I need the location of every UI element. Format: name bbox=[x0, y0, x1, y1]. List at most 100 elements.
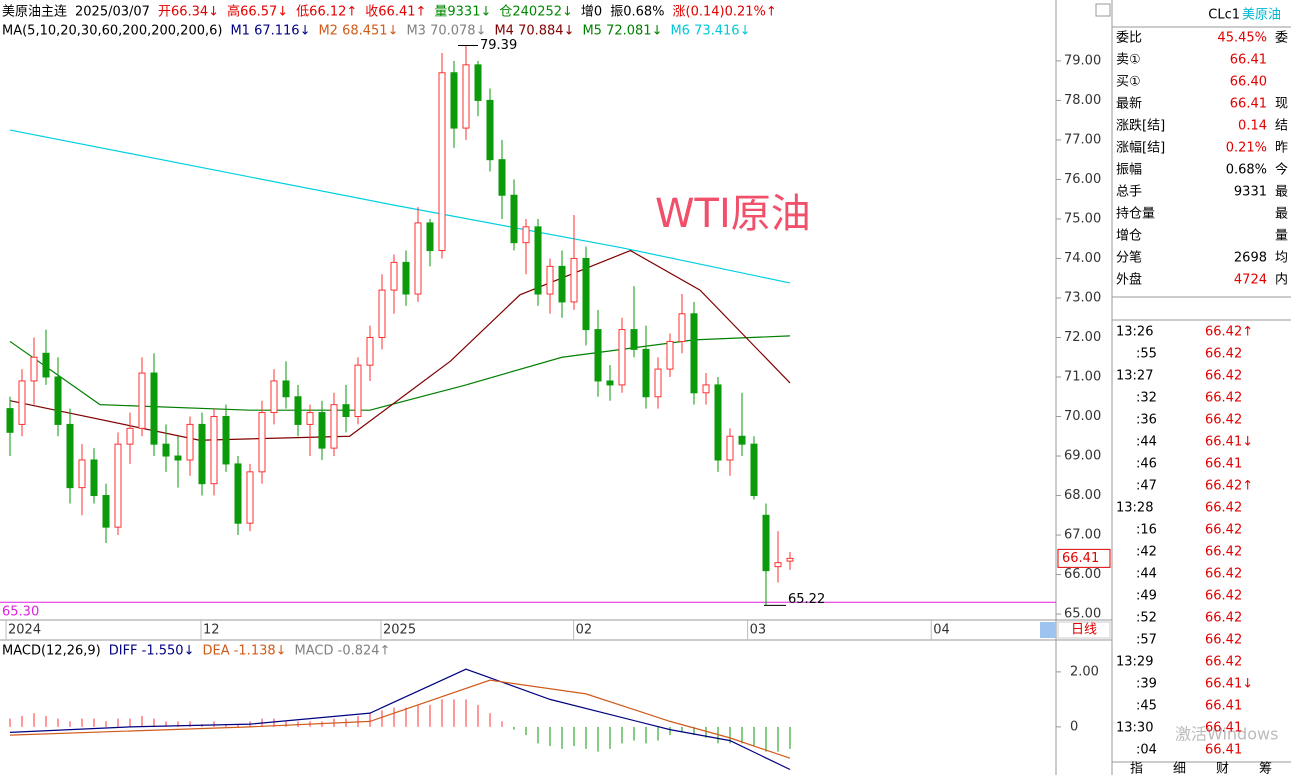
tick-time: :49 bbox=[1136, 589, 1157, 604]
tick-time: 13:29 bbox=[1116, 655, 1153, 670]
tick-price: 66.42 bbox=[1205, 655, 1242, 670]
y-tick-label: 0 bbox=[1070, 719, 1078, 734]
y-tick-label: 75.00 bbox=[1064, 211, 1101, 226]
candle-body bbox=[630, 329, 638, 350]
candle-body bbox=[378, 289, 386, 338]
candle-body bbox=[438, 72, 446, 252]
y-tick-label: 76.00 bbox=[1064, 172, 1101, 187]
panel-tab[interactable]: 筹 bbox=[1259, 761, 1272, 775]
symbol-name: 美原油 bbox=[1242, 8, 1281, 23]
candle-body bbox=[534, 226, 542, 295]
tick-price: 66.42 bbox=[1205, 413, 1242, 428]
candle-body bbox=[294, 396, 302, 425]
scroll-button[interactable] bbox=[1040, 622, 1056, 638]
quote-side: 最 bbox=[1275, 207, 1288, 222]
tick-price: 66.42 bbox=[1205, 589, 1242, 604]
legend-text: 低66.12↑ bbox=[296, 5, 357, 20]
quote-value: 0.14 bbox=[1238, 119, 1267, 134]
tick-time: :44 bbox=[1136, 567, 1157, 582]
tick-time: :04 bbox=[1136, 743, 1157, 758]
period-button[interactable] bbox=[1057, 621, 1111, 639]
quote-value: 4724 bbox=[1234, 273, 1267, 288]
legend-text: M6 73.416↓ bbox=[670, 24, 750, 39]
legend-text: 开66.34↓ bbox=[158, 5, 219, 20]
quote-label: 委比 bbox=[1116, 31, 1142, 46]
candle-body bbox=[222, 416, 230, 465]
panel-tab[interactable]: 财 bbox=[1216, 762, 1229, 775]
legend-text: M4 70.884↓ bbox=[494, 24, 574, 39]
tick-time: 13:27 bbox=[1116, 369, 1153, 384]
period-label[interactable]: 日线 bbox=[1071, 623, 1097, 638]
tick-price: 66.42 bbox=[1205, 391, 1242, 406]
quote-value: 0.21% bbox=[1226, 141, 1267, 156]
legend-text: M1 67.116↓ bbox=[230, 24, 310, 39]
panel-tab[interactable]: 指 bbox=[1130, 762, 1143, 775]
quote-label: 持仓量 bbox=[1116, 207, 1155, 222]
quote-side: 昨 bbox=[1275, 141, 1288, 156]
symbol: CLc1 bbox=[1208, 8, 1240, 23]
tick-price: 66.42↑ bbox=[1205, 479, 1253, 494]
legend-text: 高66.57↓ bbox=[227, 4, 288, 20]
quote-label: 增仓 bbox=[1116, 229, 1142, 244]
quote-label: 卖① bbox=[1116, 53, 1141, 68]
candle-body bbox=[6, 408, 14, 433]
candle-body bbox=[234, 463, 242, 524]
tick-price: 66.42 bbox=[1205, 523, 1242, 538]
legend-text: M3 70.078↓ bbox=[406, 24, 486, 39]
window-button[interactable] bbox=[1095, 3, 1111, 17]
candle-body bbox=[54, 376, 62, 425]
quote-value: 66.40 bbox=[1230, 75, 1267, 90]
candle-body bbox=[426, 222, 434, 252]
tick-time: :57 bbox=[1136, 633, 1157, 648]
legend-text: 量9331↓ bbox=[434, 5, 491, 20]
quote-side: 量 bbox=[1275, 229, 1288, 244]
candle-body bbox=[138, 372, 146, 429]
tick-price: 66.42 bbox=[1205, 567, 1242, 582]
tick-price: 66.41 bbox=[1205, 457, 1242, 472]
tick-time: :45 bbox=[1136, 699, 1157, 714]
candle-body bbox=[342, 404, 350, 418]
quote-label: 涨幅[结] bbox=[1116, 141, 1165, 156]
panel-tab[interactable]: 细 bbox=[1173, 762, 1186, 775]
candle-body bbox=[318, 412, 326, 449]
candle-body bbox=[678, 313, 686, 342]
candle-body bbox=[546, 265, 554, 295]
candle-body bbox=[198, 423, 206, 485]
legend-text: M2 68.451↓ bbox=[318, 24, 398, 39]
candle-body bbox=[102, 495, 110, 528]
quote-label: 振幅 bbox=[1116, 163, 1142, 178]
quote-label: 最新 bbox=[1116, 96, 1142, 112]
legend-text: 美原油主连 bbox=[2, 4, 67, 20]
y-tick-label: 78.00 bbox=[1064, 93, 1101, 108]
quote-side: 均 bbox=[1275, 251, 1288, 266]
quote-side: 结 bbox=[1275, 119, 1288, 134]
tick-time: :46 bbox=[1136, 457, 1157, 472]
tick-time: :16 bbox=[1136, 523, 1157, 538]
y-tick-label: 2.00 bbox=[1070, 664, 1099, 679]
x-tick-label: 03 bbox=[750, 623, 767, 638]
watermark: 激活Windows bbox=[1175, 725, 1278, 744]
candle-body bbox=[594, 329, 602, 382]
quote-value: 66.41 bbox=[1230, 53, 1267, 68]
candle-body bbox=[618, 329, 626, 386]
candle-body bbox=[642, 348, 650, 398]
y-tick-label: 66.00 bbox=[1064, 567, 1101, 582]
tick-price: 66.42 bbox=[1205, 545, 1242, 560]
candle-body bbox=[162, 443, 170, 457]
x-tick-label: 2024 bbox=[8, 623, 41, 638]
y-tick-label: 67.00 bbox=[1064, 528, 1101, 543]
y-tick-label: 68.00 bbox=[1064, 488, 1101, 503]
y-tick-label: 74.00 bbox=[1064, 251, 1101, 266]
tick-time: :47 bbox=[1136, 479, 1157, 494]
candle-body bbox=[66, 423, 74, 489]
legend-text: 增0 bbox=[581, 5, 602, 20]
candle-body bbox=[330, 404, 338, 449]
tick-price: 66.42 bbox=[1205, 611, 1242, 626]
quote-side: 最 bbox=[1275, 185, 1288, 200]
x-tick-label: 04 bbox=[933, 623, 950, 638]
candle-body bbox=[354, 364, 362, 418]
y-tick-label: 65.00 bbox=[1064, 607, 1101, 622]
ma-line bbox=[9, 679, 791, 759]
annotation: WTI原油 bbox=[655, 191, 811, 237]
